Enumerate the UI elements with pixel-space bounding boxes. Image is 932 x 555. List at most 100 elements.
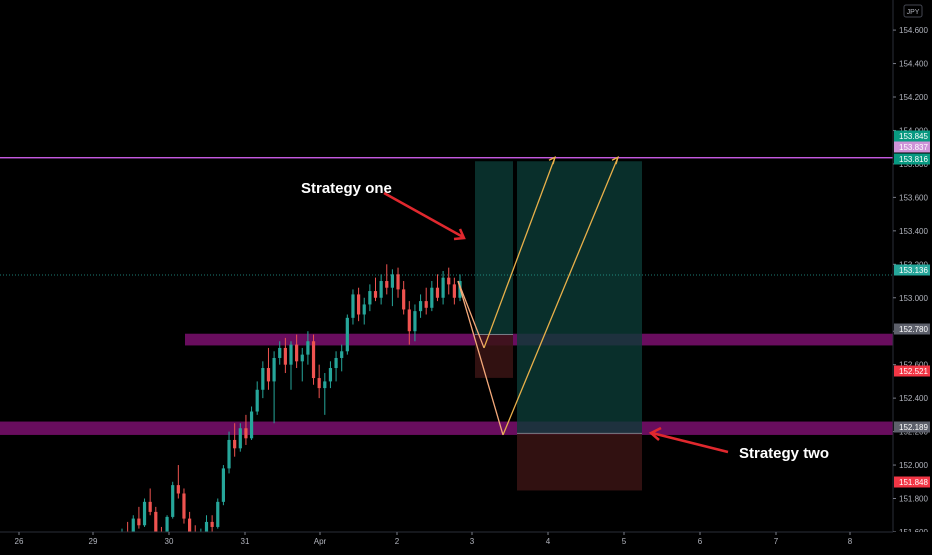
candle-body (216, 501, 220, 527)
y-tick-label: 152.600 (899, 361, 928, 370)
candle-body (244, 428, 248, 439)
candle-body (148, 501, 152, 512)
candle-body (402, 289, 406, 310)
projection-down-leg (457, 280, 504, 436)
currency-badge-box (903, 4, 923, 18)
y-tick-label: 153.000 (899, 294, 928, 303)
annotation-arrow-two-head (648, 426, 662, 441)
candle-body (182, 493, 186, 519)
candle-body (435, 287, 440, 298)
candle-body (430, 287, 434, 308)
candle-body (407, 309, 411, 332)
x-tick-label: 2 (395, 537, 400, 546)
price-tag-bg (894, 365, 930, 377)
candle-body (255, 389, 259, 412)
x-tick-label: 26 (15, 537, 24, 546)
position-stop-zone (517, 433, 642, 491)
y-tick-label: 152.400 (899, 394, 928, 403)
annotation-arrow-one-head (453, 228, 466, 241)
candle-body (351, 294, 355, 318)
candle-body (131, 518, 135, 537)
candle-body (188, 518, 192, 532)
candle-body (452, 284, 456, 298)
candle-body (289, 344, 293, 365)
candle-body (137, 518, 141, 526)
candle-body (334, 357, 338, 369)
x-tick-label: 4 (546, 537, 551, 546)
y-tick-label: 153.600 (899, 193, 928, 202)
price-tag-bg (894, 130, 930, 142)
candle-body (323, 381, 327, 389)
time-axis-background (0, 532, 932, 550)
x-tick-label: 31 (241, 537, 250, 546)
support-zone (0, 421, 893, 435)
price-tag-bg (894, 264, 930, 276)
currency-badge: JPY (907, 9, 920, 16)
candle-body (221, 468, 225, 502)
price-tag-label: 153.136 (899, 266, 928, 275)
x-tick-label: 30 (165, 537, 174, 546)
price-tag-label: 152.189 (899, 423, 928, 432)
candle-body (357, 294, 361, 315)
x-tick-label: 29 (89, 537, 98, 546)
projection-arrowhead (548, 155, 557, 165)
position-target-zone (517, 161, 642, 434)
price-tag-bg (894, 153, 930, 165)
candle-body (204, 521, 209, 532)
candle-body (283, 347, 287, 365)
candle-body (142, 501, 147, 526)
y-tick-label: 153.400 (899, 227, 928, 236)
candle-body (373, 291, 378, 298)
candle-body (295, 344, 299, 362)
candle-body (441, 277, 445, 298)
candle-body (266, 368, 271, 382)
candle-body (385, 281, 389, 288)
candle-body (227, 439, 231, 469)
candle-body (154, 511, 158, 532)
position-target-zone (475, 161, 513, 335)
candle-body (396, 274, 400, 290)
candle-body (249, 411, 254, 439)
candle-body (238, 428, 242, 449)
price-tag-label: 153.837 (899, 143, 928, 152)
candle-body (272, 357, 276, 382)
x-tick-label: 8 (848, 537, 853, 546)
price-tag-label: 152.521 (899, 367, 928, 376)
candle-body (340, 351, 344, 358)
price-tag-label: 152.780 (899, 325, 928, 334)
candle-body (413, 311, 417, 332)
candle-body (362, 304, 366, 315)
y-tick-label: 152.000 (899, 461, 928, 470)
y-tick-label: 151.800 (899, 495, 928, 504)
candle-body (300, 354, 304, 362)
price-tag-bg (894, 141, 930, 153)
price-tag-label: 153.845 (899, 132, 928, 141)
candle-body (278, 347, 282, 358)
x-tick-label: 6 (698, 537, 703, 546)
price-tag-bg (894, 421, 930, 433)
y-tick-label: 154.400 (899, 60, 928, 69)
x-tick-label: Apr (314, 537, 327, 546)
candle-body (418, 301, 423, 312)
candle-body (165, 516, 169, 536)
candle-body (317, 378, 321, 389)
y-tick-label: 154.600 (899, 26, 928, 35)
candle-body (176, 485, 180, 494)
projection-arrowhead (611, 155, 620, 165)
annotation-arrow-one (383, 191, 464, 239)
candle-body (390, 274, 394, 288)
price-tag-label: 153.816 (899, 155, 928, 164)
candle-body (368, 291, 372, 305)
candle-body (447, 277, 451, 285)
projection-up-leg (483, 157, 556, 349)
candle-body (233, 439, 237, 449)
strategy-two-label: Strategy two (739, 445, 829, 462)
x-tick-label: 3 (470, 537, 475, 546)
candle-body (261, 368, 265, 390)
candle-body (345, 317, 349, 352)
candle-body (379, 281, 383, 298)
price-tag-bg (894, 323, 930, 335)
candle-body (424, 301, 428, 308)
